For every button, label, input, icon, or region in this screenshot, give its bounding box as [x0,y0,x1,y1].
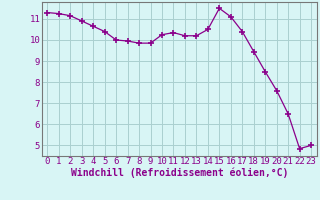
X-axis label: Windchill (Refroidissement éolien,°C): Windchill (Refroidissement éolien,°C) [70,168,288,178]
